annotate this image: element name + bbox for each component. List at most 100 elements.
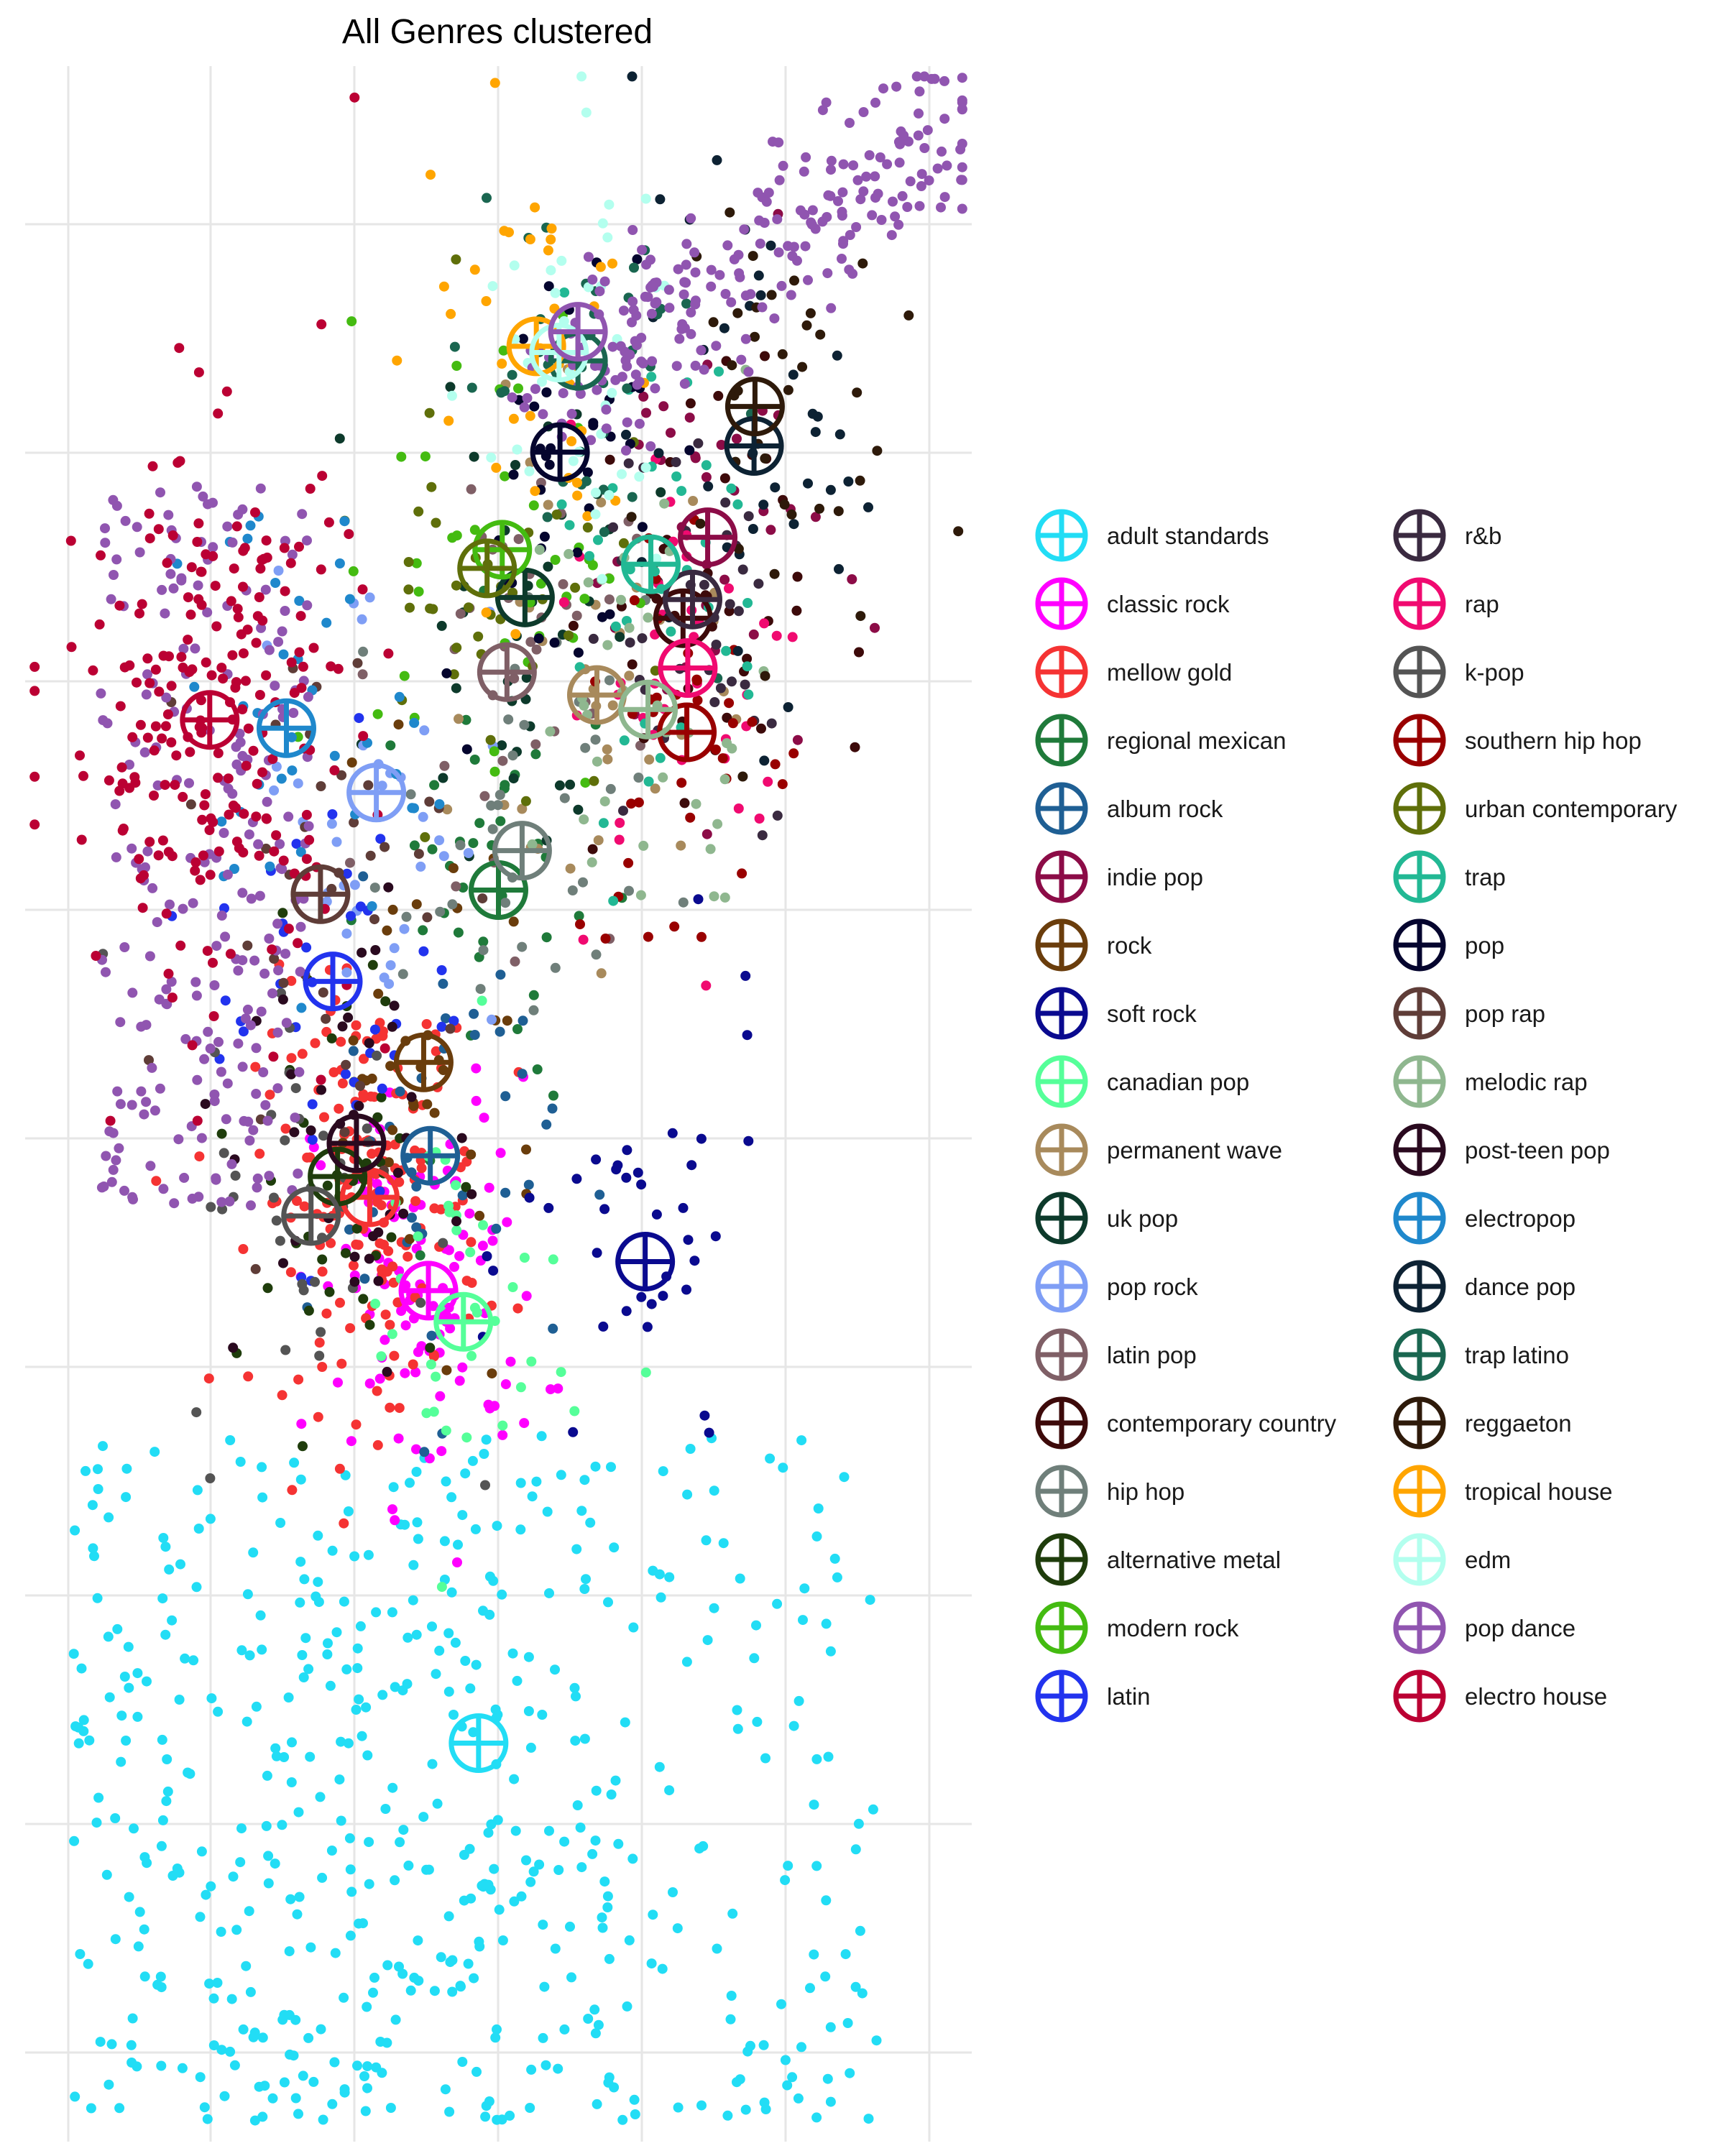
track-dot: [610, 621, 621, 632]
track-dot: [646, 372, 657, 382]
legend-key-icon: [1035, 577, 1088, 630]
track-dot: [441, 1425, 451, 1436]
track-dot: [691, 676, 702, 686]
track-dot: [426, 482, 437, 492]
track-dot: [244, 1135, 255, 1146]
track-dot: [826, 155, 837, 166]
track-dot: [825, 1646, 836, 1657]
track-dot: [301, 809, 312, 820]
track-dot: [480, 1480, 490, 1491]
track-dot: [251, 1701, 262, 1712]
track-dot: [646, 1958, 657, 1969]
track-dot: [583, 252, 594, 262]
track-dot: [377, 1690, 388, 1700]
track-dot: [648, 282, 658, 292]
track-dot: [76, 1663, 87, 1674]
track-dot: [570, 1736, 581, 1746]
track-dot: [360, 2106, 371, 2116]
track-dot: [696, 345, 707, 356]
track-dot: [124, 1682, 134, 1693]
track-dot: [287, 1737, 297, 1748]
legend-item: electro house: [1393, 1669, 1607, 1723]
track-dot: [809, 1949, 819, 1960]
track-dot: [517, 941, 528, 952]
track-dot: [742, 661, 753, 672]
track-dot: [916, 169, 927, 180]
track-dot: [307, 1099, 318, 1110]
track-dot: [175, 456, 185, 466]
track-dot: [115, 701, 126, 711]
track-dot: [726, 1991, 737, 2001]
track-dot: [549, 637, 560, 648]
track-dot: [773, 247, 784, 258]
track-dot: [761, 196, 772, 207]
track-dot: [273, 637, 284, 648]
track-dot: [376, 1092, 387, 1102]
track-dot: [400, 1320, 411, 1331]
track-dot: [124, 660, 135, 671]
track-dot: [425, 1342, 436, 1353]
track-dot: [238, 581, 248, 592]
track-dot: [537, 377, 547, 387]
track-dot: [199, 800, 210, 811]
track-dot: [645, 441, 656, 451]
track-dot: [461, 1432, 472, 1443]
track-dot: [443, 1911, 454, 1922]
track-dot: [222, 1078, 233, 1089]
track-dot: [166, 681, 177, 691]
track-dot: [399, 671, 410, 681]
track-dot: [559, 287, 570, 298]
track-dot: [810, 512, 821, 522]
legend-label: classic rock: [1107, 591, 1230, 617]
track-dot: [914, 108, 924, 119]
track-dot: [494, 1026, 505, 1037]
track-dot: [298, 2070, 308, 2081]
track-dot: [850, 1981, 861, 1992]
track-dot: [96, 688, 106, 699]
track-dot: [650, 383, 661, 394]
track-dot: [487, 1014, 497, 1025]
track-dot: [86, 2103, 96, 2114]
track-dot: [573, 804, 584, 815]
track-dot: [681, 1657, 692, 1667]
track-dot: [195, 1912, 206, 1922]
track-dot: [175, 1559, 185, 1570]
track-dot: [740, 2104, 751, 2115]
track-dot: [370, 945, 381, 955]
track-dot: [870, 97, 880, 108]
track-dot: [602, 232, 613, 243]
track-dot: [726, 297, 737, 308]
track-dot: [316, 319, 327, 330]
track-dot: [468, 838, 479, 849]
track-dot: [98, 1181, 109, 1192]
track-dot: [760, 1753, 770, 1764]
track-dot: [667, 1128, 678, 1138]
track-dot: [405, 1478, 415, 1488]
track-dot: [525, 1876, 536, 1887]
track-dot: [793, 2093, 804, 2104]
track-dot: [316, 1074, 326, 1085]
track-dot: [550, 287, 561, 298]
track-dot: [213, 1036, 224, 1047]
legend-key-icon: [1393, 918, 1446, 972]
track-dot: [408, 1100, 419, 1111]
track-dot: [334, 1463, 345, 1474]
track-dot: [671, 361, 682, 372]
track-dot: [200, 1099, 211, 1110]
track-dot: [825, 2022, 836, 2032]
track-dot: [302, 535, 312, 546]
track-dot: [733, 543, 744, 554]
track-dot: [290, 2093, 301, 2104]
track-dot: [597, 612, 607, 622]
track-dot: [289, 1457, 300, 1468]
legend-label: mellow gold: [1107, 659, 1232, 686]
track-dot: [499, 226, 510, 236]
track-dot: [428, 604, 438, 614]
track-dot: [459, 1850, 469, 1860]
track-dot: [845, 2068, 855, 2078]
track-dot: [354, 713, 364, 724]
track-dot: [696, 931, 707, 942]
track-dot: [116, 762, 127, 773]
track-dot: [308, 1142, 319, 1153]
track-dot: [516, 1891, 527, 1902]
